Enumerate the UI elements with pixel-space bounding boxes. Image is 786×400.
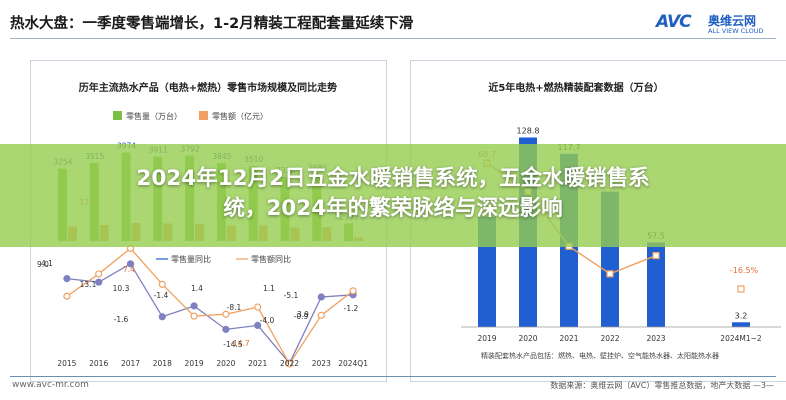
point-value-yoy (190, 312, 198, 320)
point-value-yoy (95, 270, 103, 278)
legend-label-volume: 零售量（万台） (126, 111, 182, 121)
legend-label-value-yoy: 零售额同比 (251, 254, 291, 264)
x-tick-label: 2024Q1 (338, 359, 368, 368)
x-tick-label: 2021 (559, 334, 578, 343)
x-tick-label: 2021 (248, 359, 267, 368)
line-point-label: -1.2 (344, 304, 359, 313)
line-point-label: 7.4 (123, 265, 135, 274)
line-point-label: -1.4 (154, 291, 169, 300)
point-volume-yoy (95, 278, 103, 286)
line-point-label: -14.5 (223, 340, 243, 349)
legend-label-value: 零售额（亿元） (212, 111, 268, 121)
point-value-yoy (285, 360, 294, 368)
line-point-label: 10.3 (113, 284, 130, 293)
avc-logo: AVC 奥维云网 ALL VIEW CLOUD (656, 8, 776, 40)
point-volume-yoy (317, 293, 325, 301)
logo-cn: 奥维云网 (708, 14, 757, 28)
point-volume-yoy (126, 260, 135, 268)
point-value-yoy (349, 287, 357, 295)
line-point-label: -5.1 (284, 291, 299, 300)
point-fit-out-yoy (652, 251, 660, 260)
line-point-label: -4.0 (260, 316, 275, 325)
x-tick-label: 2024M1~2 (720, 334, 762, 343)
line-point-label: 4.1 (41, 259, 53, 268)
footer-note: 数据来源：奥维云网（AVC）零售推总数据，地产大数据 —3— (550, 381, 774, 390)
bar-fit-out-volume (647, 242, 665, 327)
line-point-label: 3.9 (297, 310, 309, 319)
x-tick-label: 2019 (477, 334, 496, 343)
point-value-yoy (63, 292, 71, 300)
line-volume-yoy (66, 262, 354, 365)
headline-banner: 2024年12月2日五金水暖销售系统，五金水暖销售系 统，2024年的繁荣脉络与… (0, 144, 786, 247)
banner-line-2: 统，2024年的繁荣脉络与深远影响 (223, 196, 563, 221)
line-point-label: 13.1 (80, 280, 97, 289)
line-point-label: -1.6 (114, 315, 129, 324)
legend-label-volume-yoy: 零售量同比 (171, 254, 211, 264)
point-volume-yoy (63, 275, 71, 283)
line-point-label: 1.4 (191, 284, 203, 293)
bar-fit-out-volume (732, 322, 750, 327)
x-tick-label: 2022 (600, 334, 619, 343)
x-tick-label: 2022 (280, 359, 299, 368)
line-point-label: -8.1 (227, 303, 242, 312)
bar-data-label: 128.8 (517, 126, 540, 135)
point-volume-yoy (254, 321, 262, 329)
left-chart-title: 历年主流热水产品（电热+燃热）零售市场规模及同比走势 (79, 81, 337, 94)
footer-url: www.avc-mr.com (12, 380, 89, 390)
logo-mark: AVC (656, 12, 692, 32)
extra-yoy-label: -16.5% (730, 266, 759, 275)
point-fit-out-yoy (606, 270, 614, 278)
point-volume-yoy (190, 302, 198, 310)
point-value-yoy (317, 311, 325, 319)
line-value-yoy (66, 247, 354, 366)
bar-data-label: 3.2 (735, 311, 748, 320)
footer-divider (10, 376, 776, 377)
x-tick-label: 2020 (216, 359, 235, 368)
logo-en: ALL VIEW CLOUD (708, 27, 764, 35)
x-tick-label: 2018 (153, 359, 172, 368)
chart-note: 精装配套热水产品包括：燃热、电热、壁挂炉、空气能热水器、太阳能热水器 (481, 351, 719, 360)
line-point-label: 1.1 (263, 284, 275, 293)
x-tick-label: 2017 (121, 359, 140, 368)
x-tick-label: 2023 (312, 359, 331, 368)
point-volume-yoy (222, 325, 230, 333)
x-tick-label: 2016 (89, 359, 108, 368)
point-value-yoy (222, 310, 230, 318)
x-tick-label: 2015 (57, 359, 76, 368)
point-volume-yoy (158, 313, 166, 321)
point-value-yoy (158, 280, 166, 288)
point-fit-out-yoy-2024 (737, 285, 745, 293)
legend-swatch-value (199, 111, 208, 120)
right-chart-title: 近5年电热+燃热精装配套数据（万台） (488, 81, 663, 94)
banner-line-1: 2024年12月2日五金水暖销售系统，五金水暖销售系 (136, 166, 650, 191)
line-point-label: -14.7 (230, 339, 250, 348)
legend-swatch-volume (113, 111, 122, 120)
line-point-label: 9.0 (37, 260, 49, 269)
line-point-label: -0.9 (294, 312, 309, 321)
header-divider (10, 38, 776, 39)
page-title: 热水大盘：一季度零售端增长，1-2月精装工程配套量延续下滑 (10, 16, 414, 32)
x-tick-label: 2019 (185, 359, 204, 368)
x-tick-label: 2023 (646, 334, 665, 343)
x-tick-label: 2020 (518, 334, 537, 343)
banner-headline: 2024年12月2日五金水暖销售系统，五金水暖销售系 统，2024年的繁荣脉络与… (0, 164, 786, 224)
point-value-yoy (254, 303, 262, 311)
